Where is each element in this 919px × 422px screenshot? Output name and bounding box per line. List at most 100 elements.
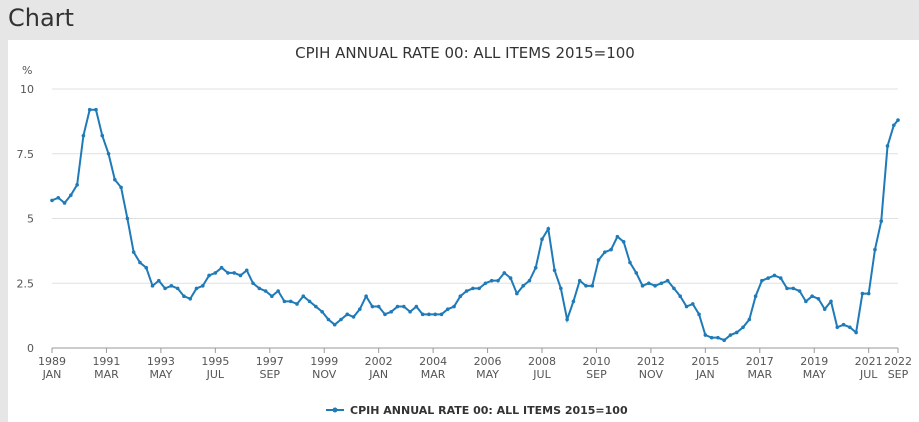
point bbox=[477, 286, 481, 291]
point bbox=[69, 193, 73, 197]
point bbox=[659, 281, 664, 286]
point bbox=[320, 309, 324, 314]
point bbox=[797, 289, 802, 293]
point bbox=[521, 284, 525, 288]
point bbox=[439, 312, 444, 317]
point bbox=[389, 309, 394, 314]
point bbox=[515, 291, 519, 296]
x-tick-label: 2006 bbox=[474, 355, 502, 368]
x-tick-label: JUL bbox=[532, 368, 551, 381]
point bbox=[634, 271, 639, 275]
point bbox=[351, 315, 356, 319]
x-tick-label: 1999 bbox=[310, 355, 338, 368]
point bbox=[156, 278, 161, 283]
point bbox=[332, 322, 337, 327]
point bbox=[640, 284, 645, 288]
point bbox=[175, 286, 180, 291]
y-tick-label: 5 bbox=[27, 213, 34, 226]
x-tick-label: 2008 bbox=[528, 355, 556, 368]
x-tick-label: JAN bbox=[42, 368, 62, 381]
point bbox=[841, 322, 846, 327]
y-unit: % bbox=[22, 64, 32, 77]
x-tick-label: NOV bbox=[312, 368, 337, 381]
point bbox=[427, 312, 431, 317]
point bbox=[810, 294, 814, 298]
point bbox=[345, 312, 350, 317]
x-tick-label: JAN bbox=[695, 368, 715, 381]
point bbox=[113, 177, 117, 182]
point bbox=[270, 294, 274, 298]
point bbox=[873, 247, 877, 252]
point bbox=[747, 317, 752, 322]
chart-title: CPIH ANNUAL RATE 00: ALL ITEMS 2015=100 bbox=[295, 44, 635, 62]
x-tick-label: SEP bbox=[586, 368, 607, 381]
y-tick-label: 10 bbox=[20, 83, 34, 96]
point bbox=[75, 183, 79, 187]
point bbox=[628, 260, 632, 265]
point bbox=[138, 260, 142, 265]
point bbox=[621, 240, 626, 244]
x-tick-label: MAY bbox=[803, 368, 826, 381]
point bbox=[452, 304, 456, 309]
x-tick-label: 1991 bbox=[92, 355, 120, 368]
point bbox=[540, 237, 544, 242]
point bbox=[753, 294, 758, 298]
point bbox=[395, 304, 400, 309]
y-tick-label: 2.5 bbox=[17, 277, 35, 290]
point bbox=[188, 296, 193, 301]
point bbox=[144, 265, 149, 270]
point bbox=[502, 271, 507, 275]
point bbox=[546, 227, 551, 231]
point bbox=[879, 219, 884, 223]
x-tick-label: MAY bbox=[149, 368, 172, 381]
point bbox=[471, 286, 475, 291]
page-title: Chart bbox=[8, 4, 74, 32]
x-tick-label: 2012 bbox=[637, 355, 665, 368]
point bbox=[896, 118, 900, 122]
point bbox=[94, 107, 98, 112]
x-tick-label: SEP bbox=[259, 368, 280, 381]
point bbox=[647, 281, 651, 286]
point bbox=[596, 258, 601, 262]
point bbox=[100, 133, 105, 138]
point bbox=[678, 294, 683, 298]
point bbox=[383, 312, 387, 317]
point bbox=[87, 107, 92, 112]
point bbox=[590, 284, 595, 288]
point bbox=[226, 271, 230, 275]
point bbox=[577, 278, 582, 283]
point bbox=[672, 286, 676, 291]
point bbox=[339, 317, 343, 322]
point bbox=[370, 304, 375, 309]
x-tick-label: 2017 bbox=[746, 355, 774, 368]
x-tick-label: 2010 bbox=[582, 355, 610, 368]
point bbox=[200, 284, 205, 288]
point bbox=[734, 330, 739, 335]
point bbox=[314, 304, 318, 309]
point bbox=[860, 291, 865, 296]
x-tick-label: 1993 bbox=[147, 355, 175, 368]
point bbox=[50, 198, 54, 203]
point bbox=[56, 195, 61, 200]
x-tick-label: 2002 bbox=[365, 355, 393, 368]
point bbox=[445, 307, 450, 311]
point bbox=[791, 286, 796, 291]
point bbox=[892, 123, 896, 128]
point bbox=[276, 289, 280, 293]
point bbox=[527, 278, 532, 283]
point bbox=[816, 296, 821, 301]
point bbox=[458, 294, 463, 298]
point bbox=[307, 299, 312, 304]
point bbox=[420, 312, 425, 317]
point bbox=[559, 286, 563, 291]
point bbox=[822, 307, 827, 311]
point bbox=[464, 289, 469, 293]
point bbox=[760, 278, 764, 283]
x-tick-label: MAR bbox=[747, 368, 772, 381]
legend-label: CPIH ANNUAL RATE 00: ALL ITEMS 2015=100 bbox=[350, 404, 628, 417]
point bbox=[408, 309, 412, 314]
x-tick-label: 1997 bbox=[256, 355, 284, 368]
point bbox=[414, 304, 419, 309]
point bbox=[326, 317, 331, 322]
